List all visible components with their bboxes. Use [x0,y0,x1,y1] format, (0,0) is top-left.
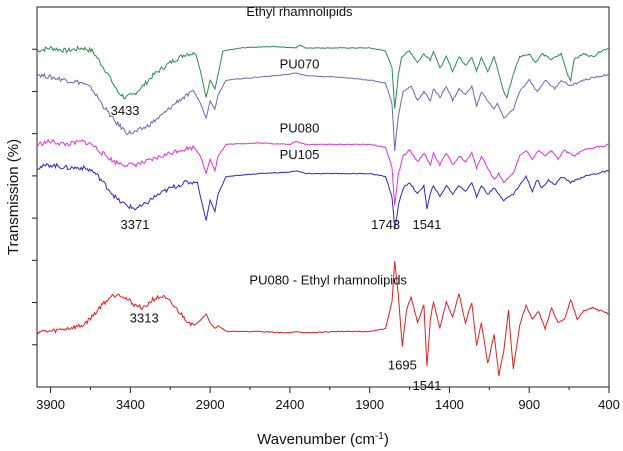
y-axis-title: Transmission (%) [5,139,22,255]
axes: 3900 3400 2900 2400 1900 1400 900 400 [32,6,620,412]
x-tick-label: 1400 [435,397,464,412]
annotation-label: PU080 - Ethyl rhamnolipids [249,273,407,288]
x-tick-label: 900 [518,397,540,412]
plot-frame [36,6,610,388]
annotation-label: 3371 [121,217,150,232]
x-axis-title-main: Wavenumber (cm [257,431,375,448]
x-axis-title-sup: -1 [375,431,384,442]
annotation-label: 1541 [412,217,441,232]
x-tick-label: 1900 [355,397,384,412]
x-axis-title: Wavenumber (cm-1) [257,431,389,449]
annotation-label: 3433 [111,103,140,118]
annotation-label: 1743 [371,217,400,232]
x-tick-label: 3900 [36,397,65,412]
annotations-group: Ethyl rhamnolipids PU070 PU080 PU105 3433 337… [111,4,442,393]
annotation-label: 3313 [130,311,159,326]
series-line-pu070 [36,72,609,152]
annotation-label: PU080 [280,121,320,136]
series-group [36,44,610,377]
series-line-pu080 [36,138,610,206]
annotation-label: 1695 [388,357,417,372]
x-tick-label: 2400 [275,397,304,412]
annotation-label: PU070 [280,56,320,71]
x-tick-label: 2900 [196,397,225,412]
x-axis-title-close: ) [384,431,389,448]
annotation-label: Ethyl rhamnolipids [246,4,353,19]
x-tick-label: 400 [598,397,620,412]
annotation-label: 1541 [412,378,441,393]
series-line-ethyl-rhamnolipids [36,44,610,109]
series-line-pu080-ethyl-rhamnolipids [36,261,610,377]
annotation-label: PU105 [280,147,320,162]
series-line-pu105 [36,162,610,230]
x-tick-label: 3400 [116,397,145,412]
